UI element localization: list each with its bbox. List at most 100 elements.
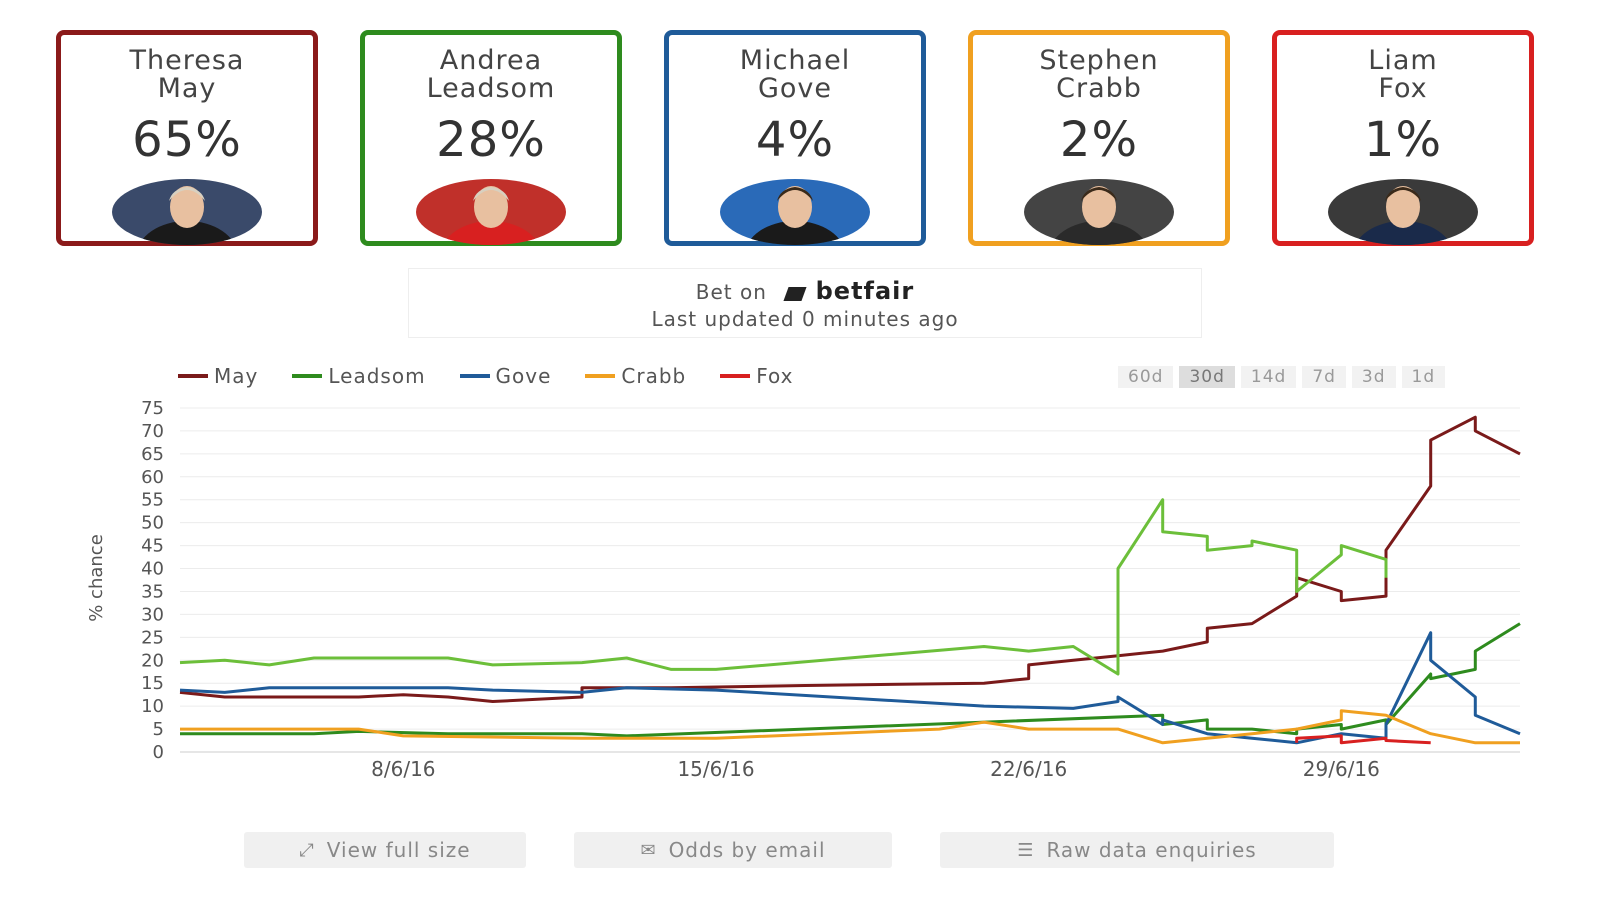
candidate-name: Liam Fox (1277, 47, 1529, 103)
betfair-logo-icon (783, 286, 807, 301)
candidate-last-name: Gove (757, 73, 833, 104)
range-button-30d[interactable]: 30d (1179, 366, 1235, 388)
legend-swatch (585, 374, 616, 378)
candidate-first-name: Stephen (1039, 45, 1159, 76)
candidate-name: Stephen Crabb (973, 47, 1225, 103)
x-tick-label: 22/6/16 (990, 757, 1067, 781)
candidate-first-name: Theresa (129, 45, 245, 76)
database-icon: ☰ (1017, 839, 1035, 861)
candidate-percentage: 4% (755, 112, 835, 168)
avatar (112, 179, 262, 245)
liam-fox-photo-icon (1328, 179, 1478, 245)
y-tick-label: 55 (141, 490, 164, 511)
series-line-crabb[interactable] (180, 709, 1520, 745)
candidate-percentage: 28% (436, 112, 546, 168)
candidate-percentage: 65% (132, 112, 242, 168)
x-tick-label: 29/6/16 (1303, 757, 1380, 781)
y-tick-label: 30 (141, 604, 164, 625)
last-updated: Last updated 0 minutes ago (651, 307, 959, 331)
legend-item-gove[interactable]: Gove (459, 364, 552, 388)
candidate-cards: Theresa May 65% Andrea Leadsom 28% Michael Gove… (0, 0, 1600, 270)
y-tick-label: 45 (141, 536, 164, 557)
y-tick-label: 40 (141, 559, 164, 580)
candidate-card[interactable]: Theresa May 65% (56, 30, 318, 246)
candidate-card[interactable]: Stephen Crabb 2% (968, 30, 1230, 246)
range-button-7d[interactable]: 7d (1302, 366, 1346, 388)
betfair-box[interactable]: Bet on betfair Last updated 0 minutes ag… (408, 268, 1202, 338)
avatar (416, 179, 566, 245)
candidate-name: Michael Gove (669, 47, 921, 103)
chart-grid (180, 407, 1520, 753)
y-tick-label: 50 (141, 513, 164, 534)
series-line-leadsom[interactable] (179, 498, 1388, 676)
avatar (720, 179, 870, 245)
expand-icon: ⤢ (299, 839, 315, 861)
bet-on-label: Bet on (695, 280, 767, 304)
avatar (1024, 179, 1174, 245)
legend-swatch (292, 374, 323, 378)
legend-label: Leadsom (328, 364, 426, 388)
series-line-leadsom[interactable] (180, 622, 1521, 738)
candidate-name: Theresa May (61, 47, 313, 103)
legend-item-crabb[interactable]: Crabb (585, 364, 686, 388)
legend-item-fox[interactable]: Fox (720, 364, 793, 388)
series-line-gove[interactable] (179, 631, 1521, 745)
candidate-first-name: Liam (1368, 45, 1438, 76)
legend-item-may[interactable]: May (178, 364, 258, 388)
legend-swatch (720, 374, 751, 378)
range-button-14d[interactable]: 14d (1240, 366, 1297, 388)
andrea-leadsom-photo-icon (416, 179, 566, 245)
chart-legend: May Leadsom Gove Crabb Fox (178, 364, 794, 388)
range-button-1d[interactable]: 1d (1401, 366, 1446, 388)
michael-gove-photo-icon (720, 179, 870, 245)
bet-on-line: Bet on betfair (409, 277, 1201, 305)
y-tick-label: 65 (141, 444, 164, 465)
stephen-crabb-photo-icon (1024, 179, 1174, 245)
odds-by-email-button[interactable]: ✉ Odds by email (574, 832, 892, 868)
range-selector: 60d 30d 14d 7d 3d 1d (1118, 366, 1446, 388)
y-tick-label: 0 (153, 742, 164, 763)
candidate-card[interactable]: Andrea Leadsom 28% (360, 30, 622, 246)
raw-data-enquiries-label: Raw data enquiries (1046, 838, 1257, 862)
y-tick-label: 15 (141, 673, 164, 694)
x-tick-label: 15/6/16 (677, 757, 754, 781)
y-tick-label: 20 (141, 650, 164, 671)
candidate-last-name: Crabb (1056, 73, 1142, 104)
odds-by-email-label: Odds by email (668, 838, 826, 862)
range-button-3d[interactable]: 3d (1351, 366, 1396, 388)
legend-swatch (459, 374, 490, 378)
envelope-icon: ✉ (640, 839, 657, 861)
y-tick-label: 60 (141, 467, 164, 488)
x-tick-label: 8/6/16 (371, 757, 435, 781)
candidate-percentage: 2% (1059, 112, 1139, 168)
y-tick-label: 75 (141, 400, 164, 419)
chart-series (179, 415, 1521, 745)
candidate-name: Andrea Leadsom (365, 47, 617, 103)
legend-label: Fox (756, 364, 794, 388)
legend-label: Crabb (621, 364, 687, 388)
legend-label: May (214, 364, 259, 388)
series-line-fox[interactable] (1295, 734, 1431, 745)
legend-swatch (178, 374, 208, 378)
view-full-size-button[interactable]: ⤢ View full size (244, 832, 526, 868)
candidate-first-name: Michael (739, 45, 851, 76)
candidate-last-name: May (157, 73, 217, 104)
range-button-60d[interactable]: 60d (1118, 366, 1174, 388)
y-tick-label: 5 (153, 719, 164, 740)
y-tick-label: 35 (141, 581, 164, 602)
legend-item-leadsom[interactable]: Leadsom (292, 364, 425, 388)
x-tick-labels: 8/6/16 15/6/16 22/6/16 29/6/16 (371, 757, 1380, 781)
candidate-last-name: Fox (1378, 73, 1428, 104)
view-full-size-label: View full size (326, 838, 471, 862)
candidate-first-name: Andrea (439, 45, 543, 76)
theresa-may-photo-icon (112, 179, 262, 245)
betfair-brand[interactable]: betfair (815, 277, 915, 305)
raw-data-enquiries-button[interactable]: ☰ Raw data enquiries (940, 832, 1334, 868)
candidate-last-name: Leadsom (426, 73, 556, 104)
candidate-percentage: 1% (1363, 112, 1443, 168)
y-tick-label: 25 (141, 627, 164, 648)
candidate-card[interactable]: Liam Fox 1% (1272, 30, 1534, 246)
candidate-card[interactable]: Michael Gove 4% (664, 30, 926, 246)
